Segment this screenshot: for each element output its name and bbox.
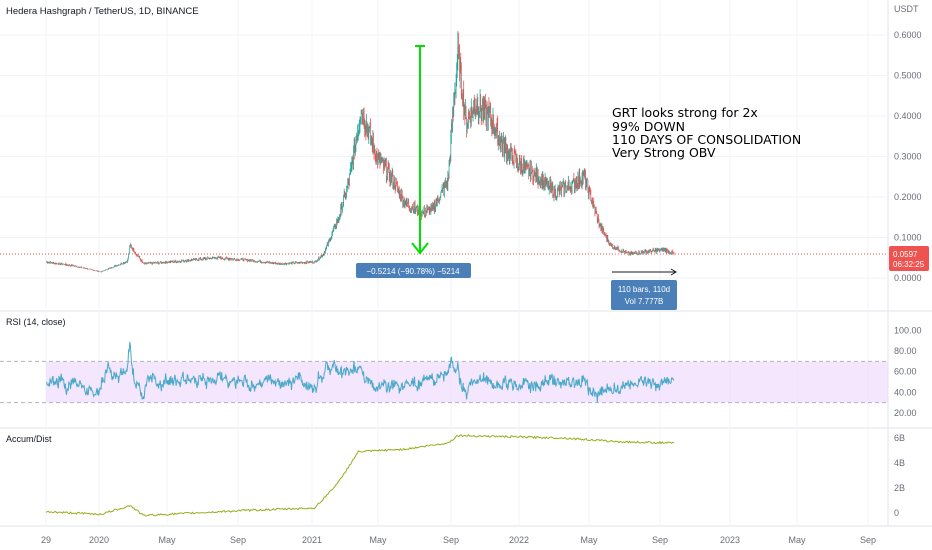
accum-tick-label: 4B	[894, 458, 905, 468]
range-measure-bars: 110 bars, 110d	[618, 285, 670, 294]
time-tick-label: 29	[41, 535, 51, 545]
rsi-tick-label: 100.00	[894, 325, 922, 335]
rsi-tick-label: 60.00	[894, 367, 917, 377]
range-measure-tag	[611, 280, 677, 310]
price-axis-currency: USDT	[894, 4, 919, 14]
accum-title: Accum/Dist	[6, 434, 52, 444]
drop-measure-tag	[356, 263, 471, 278]
range-measure-arrowhead	[670, 268, 677, 276]
price-tick-label: 0.3000	[894, 152, 922, 162]
price-axis-labels: 0.6000 0.5000 0.4000 0.3000 0.2000 0.1000 0.00…	[894, 30, 922, 283]
last-price-tag	[889, 246, 929, 271]
price-tick-label: 0.4000	[894, 111, 922, 121]
annotation-line-3: 110 DAYS OF CONSOLIDATION	[612, 132, 801, 147]
time-tick-label: 2022	[509, 535, 529, 545]
time-tick-label: May	[788, 535, 806, 545]
time-tick-label: 2021	[302, 535, 322, 545]
range-measure-volume: Vol 7.777B	[625, 297, 664, 306]
annotation-line-1: GRT looks strong for 2x	[612, 105, 758, 120]
price-tick-label: 0.5000	[894, 71, 922, 81]
time-tick-label: Sep	[443, 535, 459, 545]
rsi-title: RSI (14, close)	[6, 317, 66, 327]
accum-tick-label: 0	[894, 508, 899, 518]
rsi-tick-label: 20.00	[894, 408, 917, 418]
time-tick-label: Sep	[230, 535, 246, 545]
price-tick-label: 0.6000	[894, 30, 922, 40]
drop-measure-arrowhead	[411, 242, 429, 255]
rsi-tick-label: 80.00	[894, 346, 917, 356]
time-tick-label: 2020	[89, 535, 109, 545]
time-tick-label: May	[369, 535, 387, 545]
time-tick-label: May	[158, 535, 176, 545]
rsi-pane: 100.00 80.00 60.00 40.00 20.00	[0, 325, 922, 418]
accum-tick-label: 6B	[894, 433, 905, 443]
accum-line	[45, 434, 675, 517]
accum-pane: 6B 4B 2B 0	[45, 433, 905, 518]
candles	[46, 31, 675, 273]
annotation-line-4: Very Strong OBV	[612, 145, 716, 160]
annotation-line-2: 99% DOWN	[612, 119, 685, 134]
price-tick-label: 0.1000	[894, 233, 922, 243]
rsi-tick-label: 40.00	[894, 387, 917, 397]
drop-measure-label: −0.5214 (−90.78%) −5214	[366, 267, 460, 276]
last-price-countdown: 06:32:25	[893, 260, 925, 269]
price-tick-label: 0.2000	[894, 192, 922, 202]
last-price-value: 0.0597	[893, 250, 918, 259]
time-tick-label: Sep	[860, 535, 876, 545]
time-tick-label: Sep	[652, 535, 668, 545]
time-axis-labels: 29 2020 May Sep 2021 May Sep 2022 May Sep 2023 May S…	[41, 535, 876, 545]
time-tick-label: 2023	[720, 535, 740, 545]
chart-title: Hedera Hashgraph / TetherUS, 1D, BINANCE	[6, 6, 199, 17]
rsi-line	[46, 341, 675, 403]
price-tick-label: 0.0000	[894, 273, 922, 283]
time-tick-label: May	[580, 535, 598, 545]
accum-tick-label: 2B	[894, 483, 905, 493]
